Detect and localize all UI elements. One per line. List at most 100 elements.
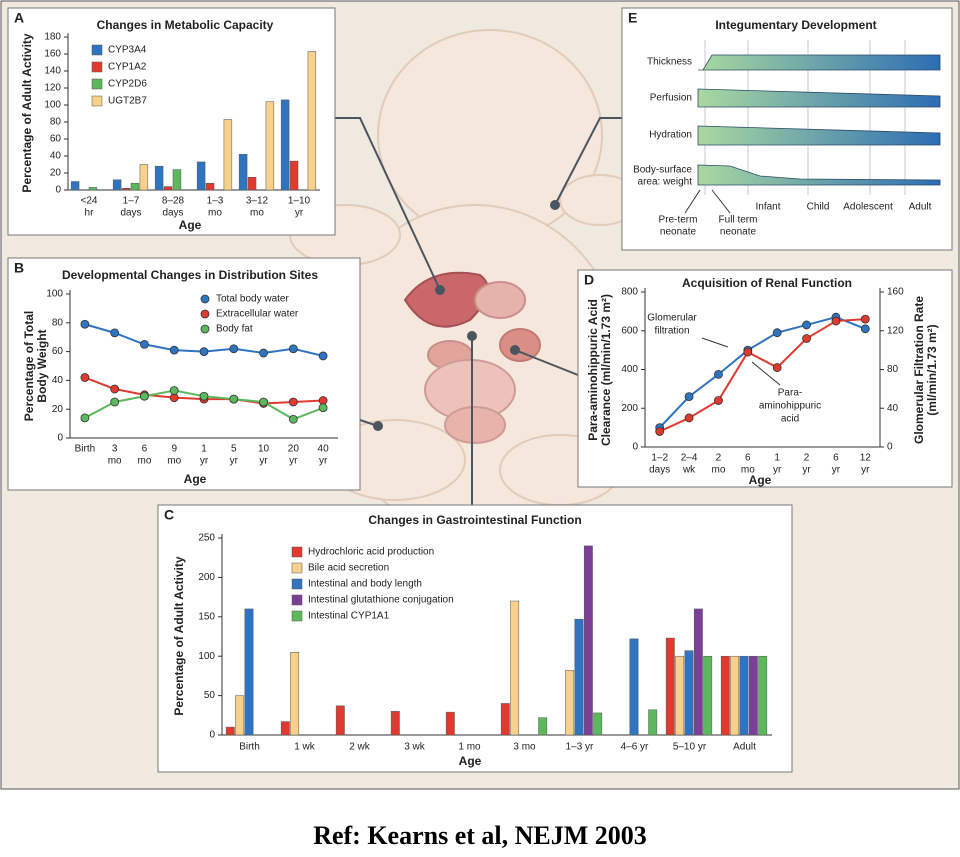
bar <box>238 154 248 191</box>
y-tick-label: 180 <box>44 32 61 43</box>
x-tick-label: 1–3 yr <box>566 742 594 753</box>
x-tick-label: 12 <box>860 453 872 464</box>
y-tick-label: 60 <box>52 346 64 357</box>
x-tick-label: <24 <box>81 196 98 207</box>
point <box>802 320 811 330</box>
bar <box>703 655 713 736</box>
legend-swatch <box>291 562 303 574</box>
legend-label: Intestinal and body length <box>308 579 422 590</box>
point <box>80 413 90 423</box>
panel: E Integumentary Development Thickness Perfu… <box>621 7 953 251</box>
point <box>714 369 723 379</box>
point <box>288 414 298 424</box>
bar <box>172 169 182 191</box>
y-tick-label: 100 <box>44 100 61 111</box>
panel-letter: C <box>164 507 174 523</box>
x-tick-label: 1–3 <box>207 196 224 207</box>
x-tick-label: yr <box>832 465 841 476</box>
point <box>860 324 870 334</box>
legend-label: Hydrochloric acid production <box>308 547 434 558</box>
bar <box>730 655 740 736</box>
x-tick-label: yr <box>259 456 268 467</box>
x-tick-label: 40 <box>318 444 330 455</box>
bar <box>565 670 575 736</box>
bar <box>244 608 254 736</box>
point <box>229 344 239 354</box>
development-band <box>698 54 941 71</box>
bar <box>335 705 345 736</box>
x-tick-label: Adult <box>733 742 756 753</box>
x-tick-label: 9 <box>171 444 177 455</box>
bar <box>390 711 400 736</box>
bar <box>583 545 593 736</box>
y-axis-label: Percentage of Adult Activity <box>172 556 186 715</box>
y-tick-label: 0 <box>57 433 63 444</box>
y2-tick-label: 120 <box>887 325 904 336</box>
stage-label: neonate <box>720 227 757 238</box>
bar <box>121 188 131 191</box>
series-annotation: aminohippuric <box>759 401 821 412</box>
bar <box>538 717 548 736</box>
y2-tick-label: 40 <box>887 403 899 414</box>
panel-box <box>7 7 336 236</box>
x-tick-label: mo <box>711 465 725 476</box>
legend-swatch <box>200 309 210 319</box>
legend-label: Extracellular water <box>216 309 299 320</box>
x-tick-label: 4–6 yr <box>621 742 649 753</box>
x-tick-label: 6 <box>833 453 839 464</box>
point <box>288 397 298 407</box>
bar <box>196 161 206 191</box>
x-tick-label: 1–2 <box>651 453 668 464</box>
x-tick-label: mo <box>250 208 264 219</box>
y-axis-label: Clearance (ml/min/1.73 m²) <box>599 294 613 446</box>
y-tick-label: 60 <box>50 134 62 145</box>
point <box>684 392 694 402</box>
x-tick-label: mo <box>167 456 181 467</box>
point <box>199 391 209 401</box>
y-tick-label: 20 <box>52 404 64 415</box>
panel-letter: D <box>584 272 594 288</box>
point <box>80 373 90 382</box>
legend-swatch <box>291 578 303 590</box>
x-tick-label: yr <box>295 208 304 219</box>
bar <box>684 650 694 736</box>
y-tick-label: 40 <box>52 375 64 386</box>
point <box>318 351 328 361</box>
legend-label: UGT2B7 <box>108 96 147 107</box>
panel-box <box>7 257 361 491</box>
point <box>259 397 268 407</box>
x-tick-label: days <box>649 465 670 476</box>
x-axis-label: Age <box>179 218 202 232</box>
point <box>140 391 149 401</box>
bar <box>574 618 584 736</box>
y-tick-label: 100 <box>46 289 63 300</box>
y-tick-label: 800 <box>621 287 638 298</box>
series-line <box>659 318 866 433</box>
bar <box>225 726 235 736</box>
legend-swatch <box>200 294 210 304</box>
point <box>259 348 268 358</box>
y-tick-label: 0 <box>55 185 61 196</box>
series-annotation: Para- <box>778 388 802 399</box>
bar <box>290 652 300 736</box>
point <box>860 314 870 324</box>
series-line <box>658 316 866 429</box>
bar <box>720 655 730 736</box>
legend-label: Intestinal glutathione conjugation <box>308 595 454 606</box>
x-tick-label: 3 <box>112 444 118 455</box>
chart-title: Changes in Gastrointestinal Function <box>368 513 581 527</box>
legend-label: CYP3A4 <box>108 45 147 56</box>
x-tick-label: 3 mo <box>513 742 536 753</box>
y-tick-label: 120 <box>44 83 61 94</box>
legend-swatch <box>91 78 103 90</box>
bar <box>280 721 290 736</box>
point <box>831 316 841 326</box>
y-tick-label: 140 <box>44 66 61 77</box>
x-tick-label: 1 wk <box>294 742 316 753</box>
y2-axis-label: (ml/min/1.73 m²) <box>925 324 939 415</box>
bar <box>758 655 768 736</box>
panel-letter: B <box>14 260 24 276</box>
y-tick-label: 80 <box>52 317 64 328</box>
legend-label: Body fat <box>216 324 253 335</box>
